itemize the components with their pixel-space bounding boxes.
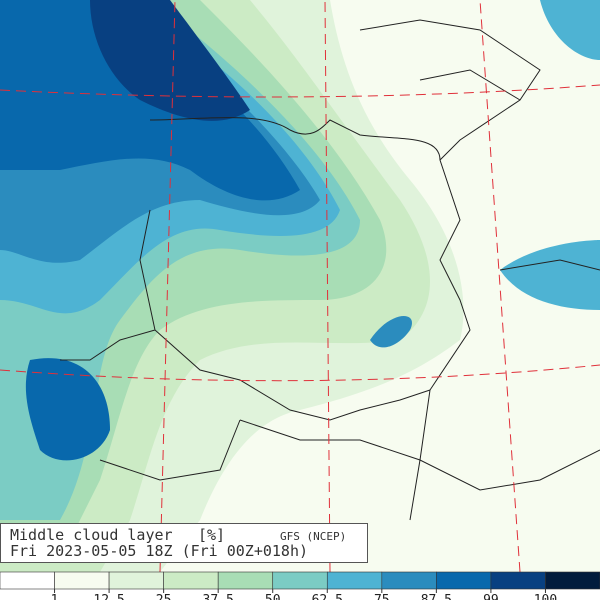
colorbar-box xyxy=(217,571,274,590)
border-line xyxy=(99,419,600,491)
colorbar-label: 99 xyxy=(483,593,499,600)
cloud-area xyxy=(540,0,600,60)
cloud-field xyxy=(0,0,600,572)
borders xyxy=(60,19,600,521)
colorbar-label: 50 xyxy=(265,593,281,600)
colorbar-label: 12.5 xyxy=(93,593,124,600)
colorbar-box xyxy=(54,571,110,590)
colorbar-label: 1 xyxy=(51,593,59,600)
colorbar-box xyxy=(326,571,383,590)
colorbar-box xyxy=(436,571,492,590)
cloud-area xyxy=(90,0,250,121)
valid-time: Fri 2023-05-05 18Z (Fri 00Z+018h) xyxy=(10,542,308,560)
colorbar-box xyxy=(0,571,55,590)
grid-line xyxy=(0,364,600,382)
source: GFS (NCEP) xyxy=(280,530,346,543)
colorbar-label: 87.5 xyxy=(421,593,452,600)
colorbar-label: 100 xyxy=(534,593,557,600)
colorbar-box xyxy=(272,571,328,590)
cloud-area xyxy=(370,316,412,348)
colorbar: 1 12.5 25 37.5 50 62.5 75 87.5 99 100 xyxy=(0,571,600,600)
colorbar-box xyxy=(108,571,164,590)
graticule xyxy=(0,0,600,573)
grid-line xyxy=(0,84,600,98)
colorbar-box xyxy=(163,571,219,590)
cloud-area xyxy=(500,240,600,310)
border-line xyxy=(60,209,431,421)
colorbar-box xyxy=(545,571,600,590)
colorbar-label: 37.5 xyxy=(203,593,234,600)
colorbar-label: 25 xyxy=(156,593,172,600)
border-line xyxy=(359,19,600,271)
unit: [%] xyxy=(198,526,225,544)
colorbar-box xyxy=(381,571,437,590)
colorbar-box xyxy=(490,571,546,590)
colorbar-label: 62.5 xyxy=(312,593,343,600)
cloud-area xyxy=(25,358,110,461)
info-box xyxy=(0,523,368,563)
title: Middle cloud layer xyxy=(10,526,173,544)
colorbar-label: 75 xyxy=(374,593,390,600)
